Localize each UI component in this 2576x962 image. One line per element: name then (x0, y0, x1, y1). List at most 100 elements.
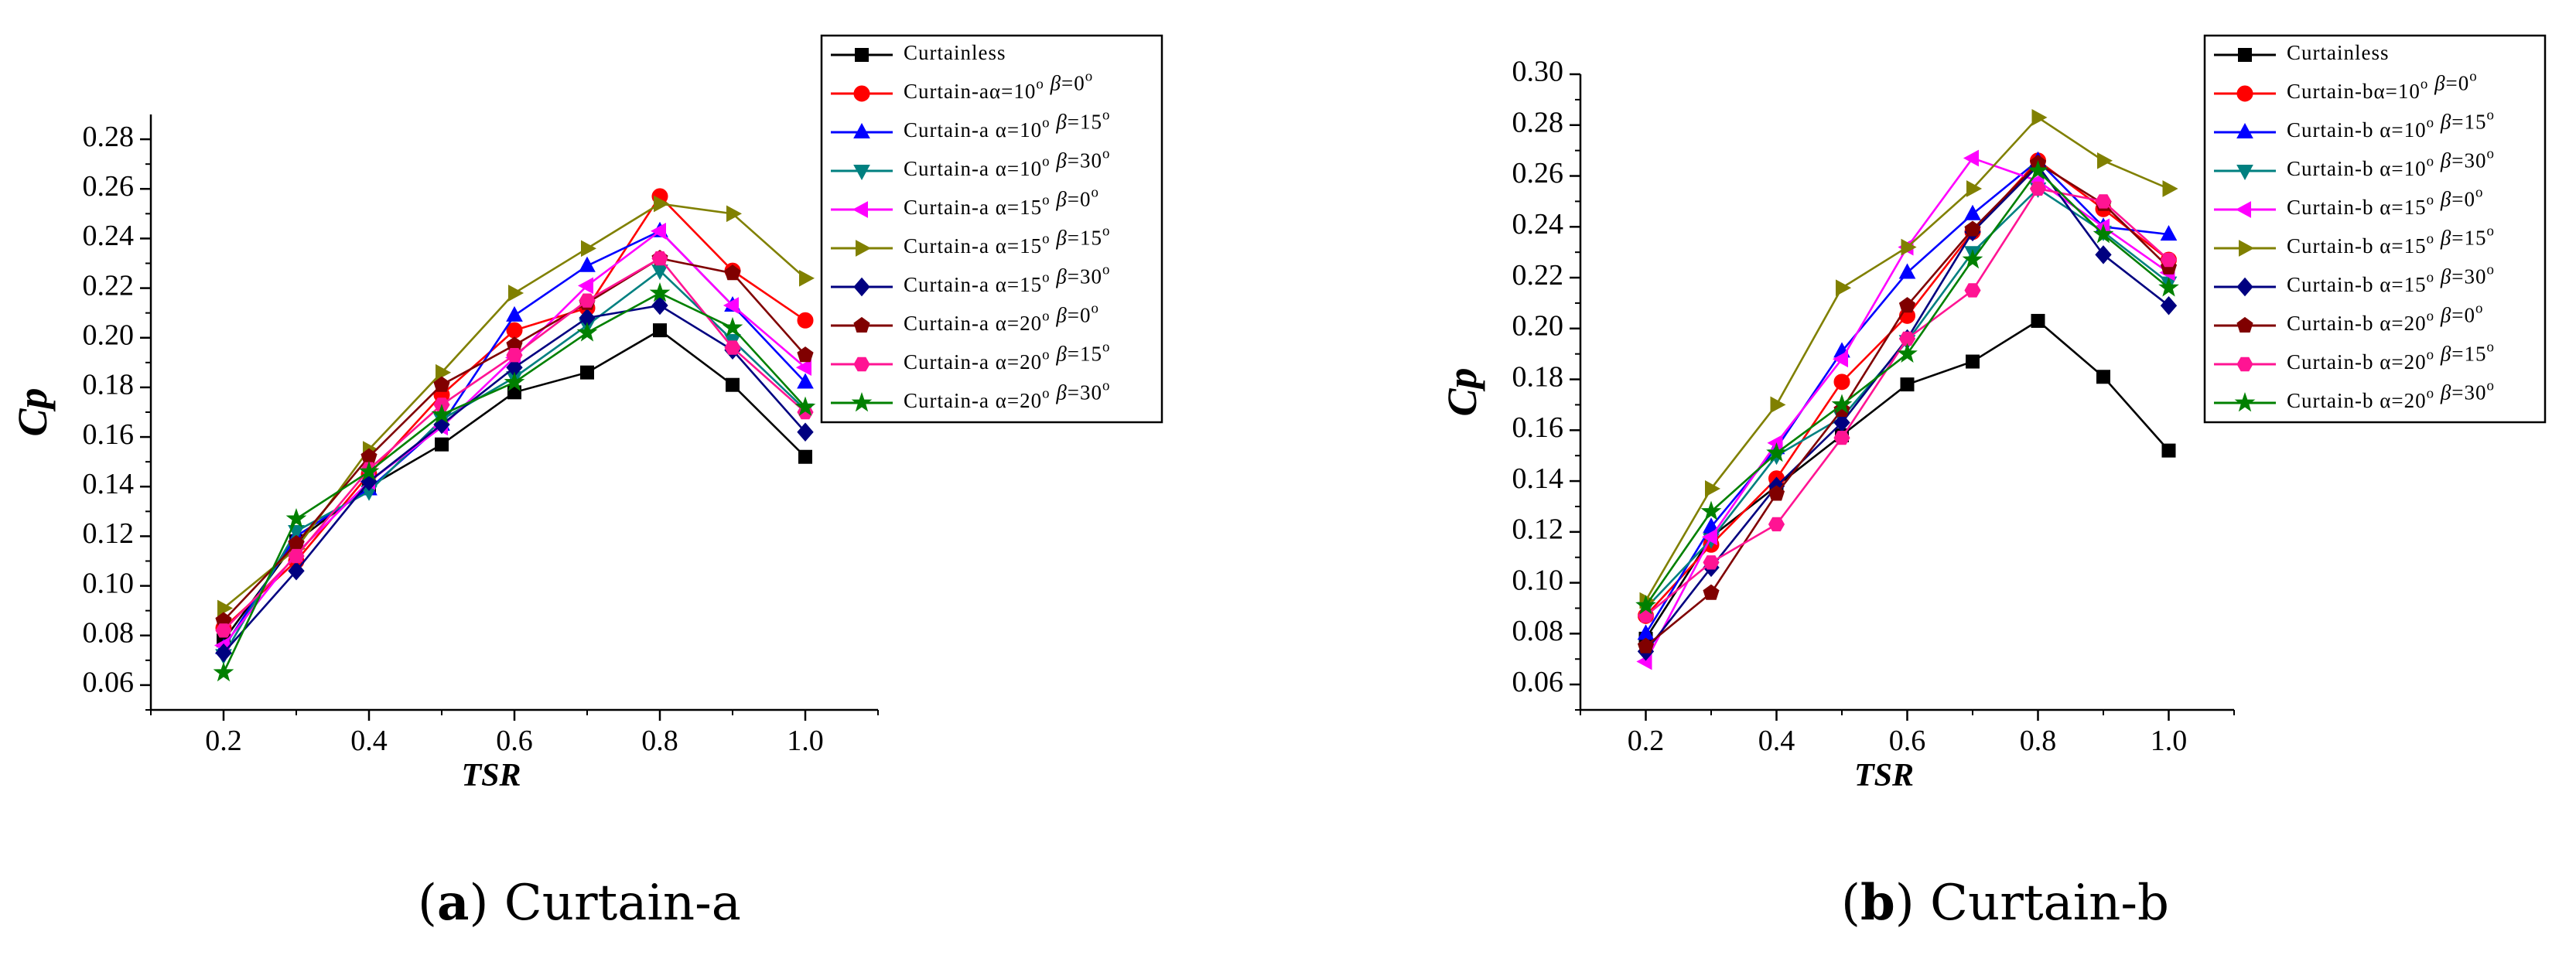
chart-a-y-tick-label: 0.08 (83, 616, 135, 649)
chart-b-legend-label: Curtain-b α=15o β=15o (2287, 223, 2495, 258)
chart-a-data-point (797, 422, 814, 442)
chart-a-legend-marker (853, 122, 870, 138)
chart-a-legend-marker (853, 277, 870, 297)
chart-b-legend-label: Curtain-b α=20o β=15o (2287, 339, 2495, 374)
chart-a-series-1 (215, 188, 814, 636)
chart-b-series-2 (1637, 151, 2178, 640)
chart-a-data-point (506, 305, 523, 322)
chart-a-legend-label: Curtain-a α=15o β=15o (904, 223, 1110, 258)
chart-a-legend-label: Curtain-a α=10o β=30o (904, 146, 1110, 180)
chart-a-series-9 (213, 281, 816, 682)
chart-a-data-point (726, 377, 740, 392)
chart-b-data-point (2161, 443, 2176, 458)
chart-a-data-point (798, 449, 812, 464)
chart-a-y-tick-label: 0.26 (83, 170, 135, 203)
chart-a-legend-marker (851, 391, 873, 412)
chart-a-data-point (508, 285, 524, 302)
chart-a-series-2 (215, 221, 814, 654)
chart-b-legend-label: Curtain-b α=10o β=30o (2287, 146, 2495, 180)
chart-a-legend-item: Curtain-a α=15o β=30o (831, 262, 1110, 297)
caption-b-letter: b (1860, 874, 1895, 932)
chart-b-series-0 (1638, 313, 2176, 646)
chart-b-x-tick-label: 0.4 (1758, 725, 1795, 757)
chart-a-legend-label: Curtain-a α=20o β=30o (904, 378, 1110, 412)
chart-a-x-tick-label: 1.0 (787, 725, 824, 757)
chart-b-x-axis-title: TSR (1854, 758, 1914, 793)
chart-b-data-point (1768, 517, 1785, 532)
chart-b-data-point (1898, 297, 1916, 313)
chart-b-legend-marker (2236, 165, 2253, 181)
chart-b-data-point (1964, 220, 1981, 237)
chart-b-data-point (2162, 180, 2178, 197)
chart-b-legend-label: Curtainless (2287, 41, 2390, 64)
chart-a-data-point (579, 293, 596, 308)
chart-b-data-point (1966, 180, 1983, 197)
chart-b-legend-box (2203, 34, 2547, 424)
chart-a-data-point (288, 548, 305, 564)
chart-a-legend-marker (853, 85, 870, 102)
chart-b-data-point (1705, 480, 1721, 497)
chart-b-data-point (2093, 223, 2114, 244)
chart-b-data-point (1833, 431, 1850, 445)
caption-a: (a) Curtain-a (418, 874, 741, 932)
chart-b-legend-marker (2236, 316, 2253, 333)
chart-a-data-point (723, 297, 739, 314)
chart-a-legend-marker (852, 201, 868, 218)
chart-b-legend-item: Curtain-b α=20o β=0o (2214, 301, 2482, 335)
chart-a-y-tick-label: 0.28 (83, 121, 135, 153)
chart-a-data-point (797, 312, 814, 329)
chart-b-y-tick-label: 0.12 (1512, 513, 1564, 546)
chart-a-data-point (653, 323, 667, 338)
chart-b-legend-item: Curtain-b α=20o β=15o (2214, 339, 2495, 374)
chart-a-y-tick-label: 0.24 (83, 220, 135, 252)
chart-a-legend-item: Curtain-a α=20o β=30o (831, 378, 1110, 412)
chart-b-y-tick-label: 0.10 (1512, 564, 1564, 596)
chart-a-data-point (217, 599, 234, 617)
chart-b-y-tick-label: 0.06 (1512, 666, 1564, 698)
chart-a-data-point (795, 359, 811, 377)
chart-a-x-axis-title: TSR (461, 758, 521, 793)
chart-b-legend-marker (2234, 391, 2256, 412)
chart-b-data-point (2160, 295, 2178, 316)
chart-b-data-point (1898, 263, 1916, 279)
chart-a-data-point (651, 295, 668, 316)
chart-a-data-point (797, 346, 814, 363)
caption-a-text: Curtain-a (488, 875, 741, 932)
chart-b-legend-item: Curtainless (2214, 41, 2390, 64)
chart-a-x-tick-label: 0.2 (205, 725, 242, 757)
chart-a-data-point (581, 240, 597, 258)
chart-a-data-point (577, 277, 593, 295)
chart-b-data-point (1833, 374, 1850, 391)
chart-a-legend-item: Curtain-a α=20o β=0o (831, 301, 1098, 335)
chart-b-legend-item: Curtain-b α=15o β=0o (2214, 185, 2483, 219)
chart-b-legend-item: Curtain-b α=15o β=30o (2214, 262, 2495, 297)
chart-a-data-point (285, 507, 307, 528)
chart-b-data-point (1964, 204, 1981, 220)
chart-a-data-point (288, 561, 305, 581)
chart-a-x-tick-label: 0.4 (350, 725, 388, 757)
chart-b-legend-label: Curtain-b α=15o β=0o (2287, 185, 2483, 219)
chart-a-legend-marker (855, 48, 869, 62)
chart-a-data-point (724, 340, 741, 355)
chart-b-legend-label: Curtain-b α=15o β=30o (2287, 262, 2495, 296)
chart-b-data-point (1768, 485, 1785, 501)
chart-a-legend-label: Curtain-a α=15o β=30o (904, 262, 1110, 296)
chart-b-y-tick-label: 0.18 (1512, 360, 1564, 393)
chart-b-data-point (2029, 181, 2047, 196)
chart-a-y-axis-title: Cp (9, 387, 56, 436)
chart-b-y-tick-label: 0.28 (1512, 106, 1564, 138)
chart-b-legend-item: Curtain-b α=10o β=30o (2214, 146, 2495, 181)
chart-b-data-point (1836, 279, 1852, 297)
chart-b-y-tick-label: 0.16 (1512, 411, 1564, 444)
chart-a-data-point (504, 371, 525, 391)
chart-b-data-point (1635, 595, 1656, 615)
chart-a-data-point (797, 373, 814, 389)
chart-b-legend-marker (2236, 277, 2253, 297)
figure-panel-a: 0.06 0.08 0.10 0.12 0.14 0.16 0.18 0.20 0.22 0.24… (9, 34, 1163, 793)
chart-a-data-point (215, 623, 232, 638)
chart-b-y-tick-label: 0.20 (1512, 310, 1564, 343)
chart-a-y-tick-label: 0.12 (83, 517, 135, 550)
chart-b-legend-marker (2239, 240, 2255, 257)
chart-a-x-tick-label: 0.8 (641, 725, 678, 757)
chart-b-legend-marker (2236, 85, 2253, 102)
